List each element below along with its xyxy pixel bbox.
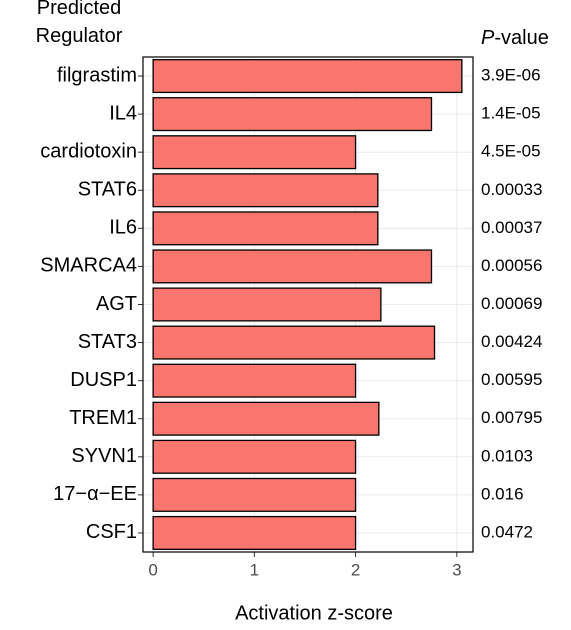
p-value-label: 0.00795 [481,408,542,427]
bar [152,135,357,170]
p-value-label: 0.00056 [481,256,542,275]
p-value-label: 0.00033 [481,180,542,199]
bar [152,59,463,94]
y-tick-label: SYVN1 [71,445,137,467]
p-value-header: P-value [481,27,549,49]
y-tick-label: TREM1 [69,407,137,429]
bar [152,477,357,512]
x-tick-label: 0 [148,560,157,579]
bar [152,515,357,550]
bar [152,97,433,132]
p-value-label: 0.016 [481,484,524,503]
y-tick-label: IL6 [109,217,137,239]
x-tick-label: 1 [250,560,259,579]
bar [152,325,436,360]
y-tick-label: SMARCA4 [40,255,137,277]
y-tick-label: filgrastim [57,64,137,86]
y-tick-label: DUSP1 [70,369,137,391]
bar [152,249,433,284]
y-tick-label: AGT [96,293,137,315]
p-value-label: 0.00595 [481,370,542,389]
x-tick-label: 2 [351,560,360,579]
y-tick-label: cardiotoxin [40,140,137,162]
y-tick-label: STAT3 [78,331,137,353]
bar [152,363,357,398]
bar [152,401,380,436]
bar [152,439,357,474]
p-value-label: 0.0472 [481,522,533,541]
bar [152,173,379,208]
bar [152,211,379,246]
y-tick-label: STAT6 [78,179,137,201]
p-value-label: 4.5E-05 [481,142,541,161]
y-axis-title: Predicted Regulator [35,0,123,47]
p-value-label: 0.0103 [481,446,533,465]
p-value-label: 3.9E-06 [481,66,541,85]
p-value-label: 0.00424 [481,332,542,351]
x-tick-label: 3 [452,560,461,579]
y-tick-label: IL4 [109,102,137,124]
p-value-label: 0.00037 [481,218,542,237]
bar [152,287,382,322]
y-tick-label: 17−α−EE [53,483,137,505]
y-tick-label: CSF1 [86,521,137,543]
p-value-label: 1.4E-05 [481,104,541,123]
x-axis-title: Activation z-score [235,602,393,624]
p-value-label: 0.00069 [481,294,542,313]
panel-border [142,56,474,553]
